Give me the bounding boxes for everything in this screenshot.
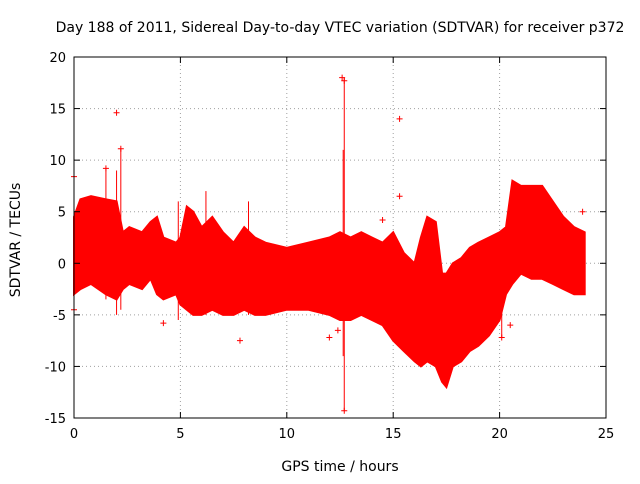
x-tick-label: 25	[598, 427, 615, 442]
y-tick-label: -15	[45, 412, 66, 427]
data-point-marker	[396, 115, 403, 122]
data-point-marker	[379, 216, 386, 223]
y-tick-label: 15	[49, 103, 66, 118]
data-point-marker	[498, 334, 505, 341]
x-axis-label: GPS time / hours	[281, 459, 398, 475]
x-tick-label: 15	[385, 427, 402, 442]
data-point-marker	[102, 165, 109, 172]
data-point-marker	[507, 322, 514, 329]
y-tick-label: 0	[58, 257, 66, 272]
data-point-marker	[579, 208, 586, 215]
y-axis-label: SDTVAR / TECUs	[8, 183, 24, 298]
y-tick-label: -10	[45, 360, 66, 375]
x-tick-label: 0	[70, 427, 78, 442]
data-point-marker	[396, 193, 403, 200]
data-point-marker	[236, 337, 243, 344]
chart-title: Day 188 of 2011, Sidereal Day-to-day VTE…	[56, 20, 625, 36]
y-tick-label: 10	[49, 154, 66, 169]
y-tick-label: 20	[49, 51, 66, 66]
data-point-marker	[160, 320, 167, 327]
axes-layer: 0 5 10 15 20 25 -15 -10 -5 0 5 10 15 20	[45, 51, 615, 442]
data-point-marker	[334, 327, 341, 334]
y-tick-label: -5	[53, 309, 66, 324]
data-point-marker	[113, 109, 120, 116]
plot-frame	[73, 56, 607, 419]
x-tick-label: 5	[176, 427, 184, 442]
x-tick-label: 10	[279, 427, 296, 442]
data-point-marker	[326, 334, 333, 341]
data-point-marker	[339, 74, 346, 81]
data-point-marker	[341, 407, 348, 414]
data-layer	[71, 74, 586, 414]
y-tick-label: 5	[58, 206, 66, 221]
data-point-cloud	[73, 179, 586, 390]
data-point-marker	[341, 77, 348, 84]
x-tick-label: 20	[491, 427, 508, 442]
data-point-marker	[117, 145, 124, 152]
